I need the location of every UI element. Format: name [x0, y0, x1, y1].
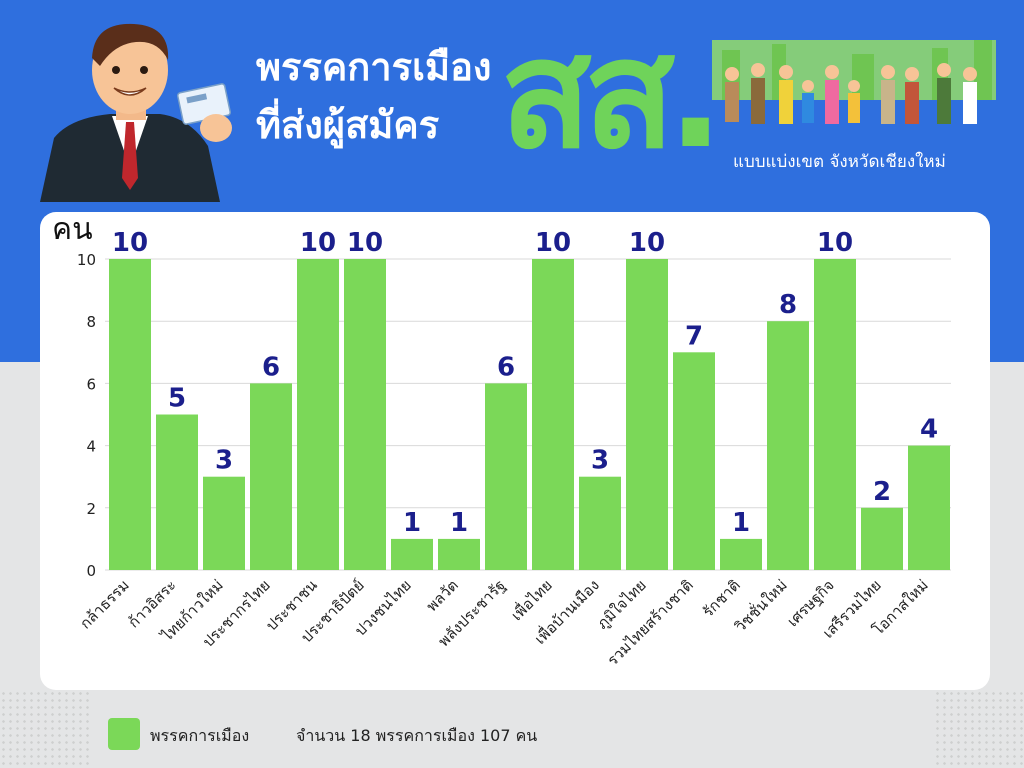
header-subtitle: แบบแบ่งเขต จังหวัดเชียงใหม่: [733, 152, 946, 172]
bar-value-label: 2: [873, 477, 891, 507]
bar-value-label: 1: [732, 508, 750, 538]
people-illustration: [712, 40, 996, 124]
y-tick-label: 10: [77, 251, 96, 269]
y-tick-label: 8: [86, 313, 96, 331]
bar-value-label: 1: [450, 508, 468, 538]
bar-value-label: 8: [779, 290, 797, 320]
bar: [908, 445, 950, 570]
bar: [344, 259, 386, 570]
legend-label: พรรคการเมือง: [150, 726, 250, 745]
bar: [109, 259, 151, 570]
bar: [720, 538, 762, 570]
bar-value-label: 3: [215, 446, 233, 476]
x-tick-label: รวมไทยสร้างชาติ: [604, 576, 697, 669]
bar: [861, 507, 903, 570]
bar-value-label: 10: [347, 228, 383, 258]
bar-value-label: 10: [535, 228, 571, 258]
bar-value-label: 1: [403, 508, 421, 538]
bar-value-label: 4: [920, 415, 938, 445]
y-tick-label: 0: [86, 562, 96, 580]
header-big-text: สส.: [500, 8, 724, 182]
dot-pattern-right: [934, 690, 1024, 768]
x-tick-label: กล้าธรรม: [76, 576, 132, 632]
header-title-line1: พรรคการเมือง: [256, 45, 492, 89]
y-tick-label: 6: [86, 375, 96, 393]
bar: [391, 538, 433, 570]
y-axis-label: คน: [52, 212, 93, 247]
bar: [485, 383, 527, 570]
legend-swatch: [108, 718, 140, 750]
bar-value-label: 5: [168, 384, 186, 414]
bar: [203, 476, 245, 570]
bar: [814, 259, 856, 570]
bar-value-label: 6: [262, 352, 280, 382]
bar-value-label: 6: [497, 352, 515, 382]
y-tick-label: 4: [86, 438, 96, 456]
bar-value-label: 10: [817, 228, 853, 258]
bar: [250, 383, 292, 570]
bar-value-label: 3: [591, 446, 609, 476]
bar: [532, 259, 574, 570]
bar-value-label: 10: [300, 228, 336, 258]
bar: [673, 352, 715, 570]
bar: [579, 476, 621, 570]
y-tick-label: 2: [86, 500, 96, 518]
bar: [156, 414, 198, 570]
bar: [767, 321, 809, 570]
bar: [438, 538, 480, 570]
businessman-illustration: [40, 23, 232, 202]
bar: [626, 259, 668, 570]
header-title-line2: ที่ส่งผู้สมัคร: [256, 103, 440, 147]
legend-note: จำนวน 18 พรรคการเมือง 107 คน: [296, 726, 538, 745]
x-tick-label: พลวัต: [423, 576, 462, 615]
dot-pattern-left: [0, 690, 90, 768]
bar-value-label: 7: [685, 321, 703, 351]
bar: [297, 259, 339, 570]
bar-value-label: 10: [112, 228, 148, 258]
bar-value-label: 10: [629, 228, 665, 258]
x-tick-label: รักชาติ: [699, 576, 744, 621]
